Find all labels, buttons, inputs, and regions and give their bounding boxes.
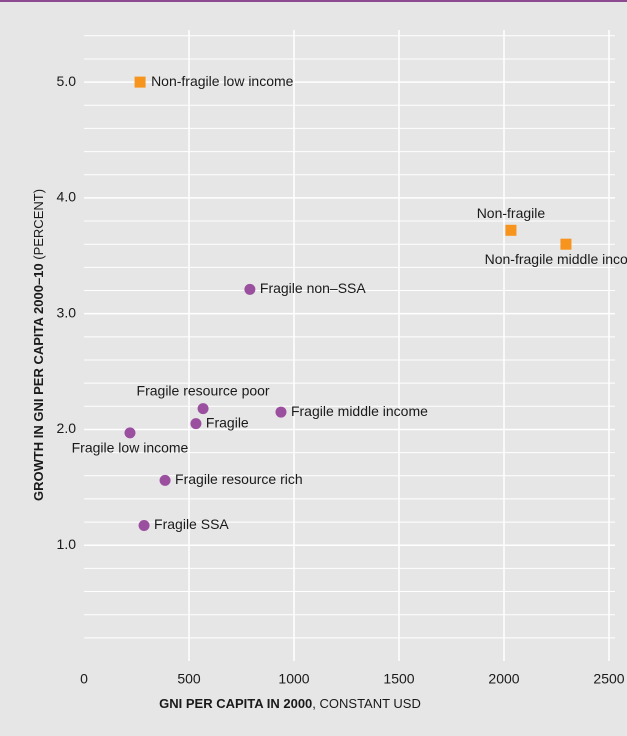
x-tick-label: 1500 (383, 671, 414, 687)
point (159, 474, 171, 486)
point-label: Fragile non–SSA (260, 280, 367, 296)
y-axis-title: GROWTH IN GNI PER CAPITA 2000–10 (PERCEN… (31, 189, 46, 501)
point-label: Non-fragile middle income (485, 251, 627, 267)
point-label: Non-fragile (477, 205, 546, 221)
x-tick-label: 2500 (593, 671, 624, 687)
x-axis-title: GNI PER CAPITA IN 2000, CONSTANT USD (159, 696, 421, 711)
point-label: Fragile low income (72, 440, 189, 456)
y-tick-label: 5.0 (57, 73, 77, 89)
point (124, 427, 136, 439)
point (275, 406, 287, 418)
point-label: Fragile resource poor (137, 382, 270, 398)
point (190, 418, 202, 430)
point (505, 224, 517, 236)
point (134, 76, 146, 88)
point-label: Fragile (206, 414, 249, 430)
x-tick-label: 0 (80, 671, 88, 687)
point (138, 520, 150, 532)
y-tick-label: 2.0 (57, 420, 77, 436)
y-axis-title-main: GROWTH IN GNI PER CAPITA 2000–10 (31, 263, 46, 501)
y-axis-title-unit: (PERCENT) (31, 189, 46, 263)
point-label: Fragile middle income (291, 403, 428, 419)
point (197, 403, 209, 415)
x-axis-title-main: GNI PER CAPITA IN 2000 (159, 696, 312, 711)
x-tick-label: 1000 (278, 671, 309, 687)
y-tick-label: 4.0 (57, 189, 77, 205)
point-label: Fragile resource rich (175, 471, 303, 487)
y-tick-label: 3.0 (57, 304, 77, 320)
point (560, 238, 572, 250)
x-axis-title-unit: , CONSTANT USD (312, 696, 421, 711)
top-rule (0, 0, 627, 2)
point (244, 283, 256, 295)
point-label: Fragile SSA (154, 516, 229, 532)
point-label: Non-fragile low income (151, 73, 294, 89)
y-tick-label: 1.0 (57, 536, 77, 552)
x-tick-label: 2000 (488, 671, 519, 687)
x-tick-label: 500 (177, 671, 201, 687)
